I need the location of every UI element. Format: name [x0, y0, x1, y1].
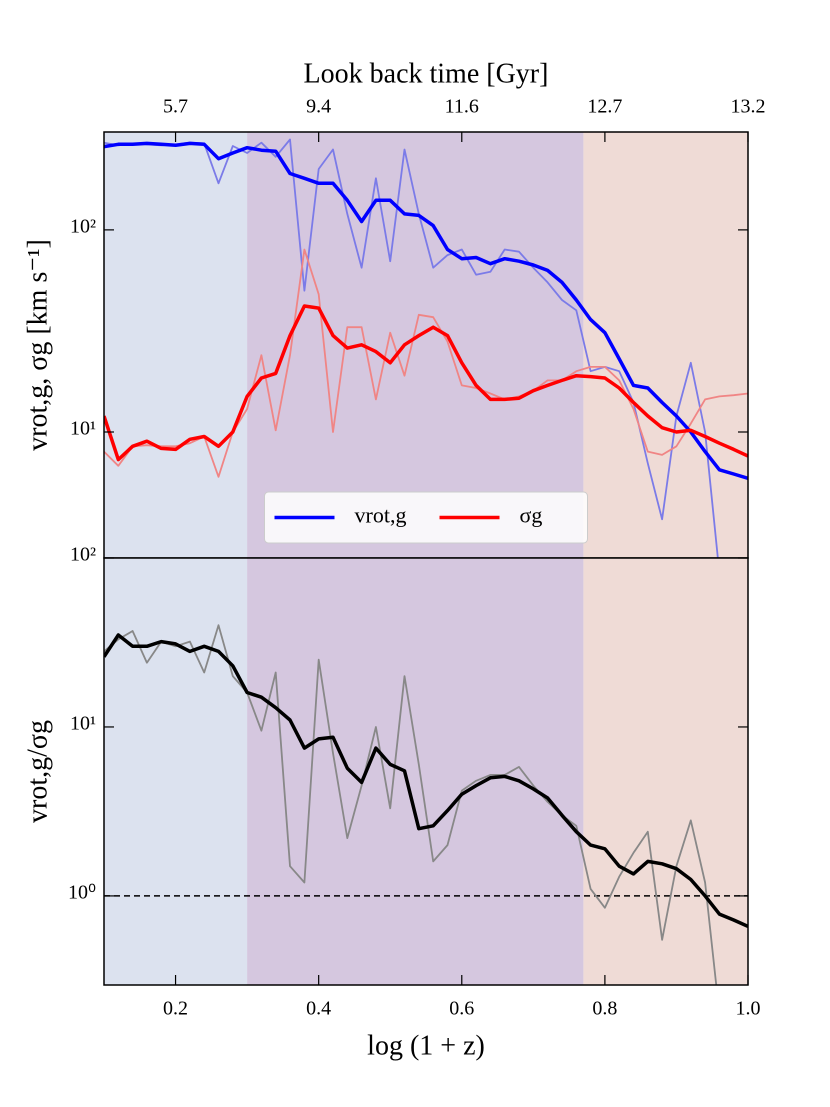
- y-axis-label: vrot,g, σg [km s⁻¹]: [22, 239, 53, 451]
- x-tick-label: 5.7: [163, 96, 188, 118]
- series-line: [104, 248, 748, 478]
- y-tick-label: 10²: [70, 215, 96, 237]
- series-line: [104, 633, 748, 928]
- x-tick-label: 0.8: [592, 998, 617, 1020]
- x-tick-label: 0.2: [163, 998, 188, 1020]
- y-tick-label: 10²: [70, 544, 96, 566]
- x-tick-label: 9.4: [306, 96, 331, 118]
- plot-area: [104, 132, 748, 558]
- top-axis-label: Look back time [Gyr]: [304, 58, 549, 89]
- y-axis-label: vrot,g/σg: [22, 720, 53, 823]
- x-tick-label: 12.7: [587, 96, 622, 118]
- legend-label: vrot,g: [355, 503, 407, 528]
- x-axis-label: log (1 + z): [367, 1030, 485, 1061]
- x-tick-label: 1.0: [736, 998, 761, 1020]
- x-tick-label: 0.6: [449, 998, 474, 1020]
- x-tick-label: 0.4: [306, 998, 331, 1020]
- series-line: [104, 624, 718, 985]
- y-tick-label: 10⁰: [68, 882, 96, 904]
- axes-frame: [103, 557, 749, 986]
- x-tick-label: 11.6: [445, 96, 479, 118]
- series-line: [104, 304, 748, 462]
- x-tick-label: 13.2: [731, 96, 766, 118]
- legend-box: [264, 491, 588, 544]
- region: [104, 132, 248, 558]
- y-tick-label: 10¹: [70, 713, 96, 735]
- region: [247, 558, 584, 985]
- region: [247, 132, 584, 558]
- series-line: [104, 141, 748, 480]
- legend-label: σg: [520, 503, 543, 528]
- series-line: [104, 138, 719, 558]
- plot-area: [104, 558, 748, 985]
- region: [104, 558, 248, 985]
- y-tick-label: 10¹: [70, 418, 96, 440]
